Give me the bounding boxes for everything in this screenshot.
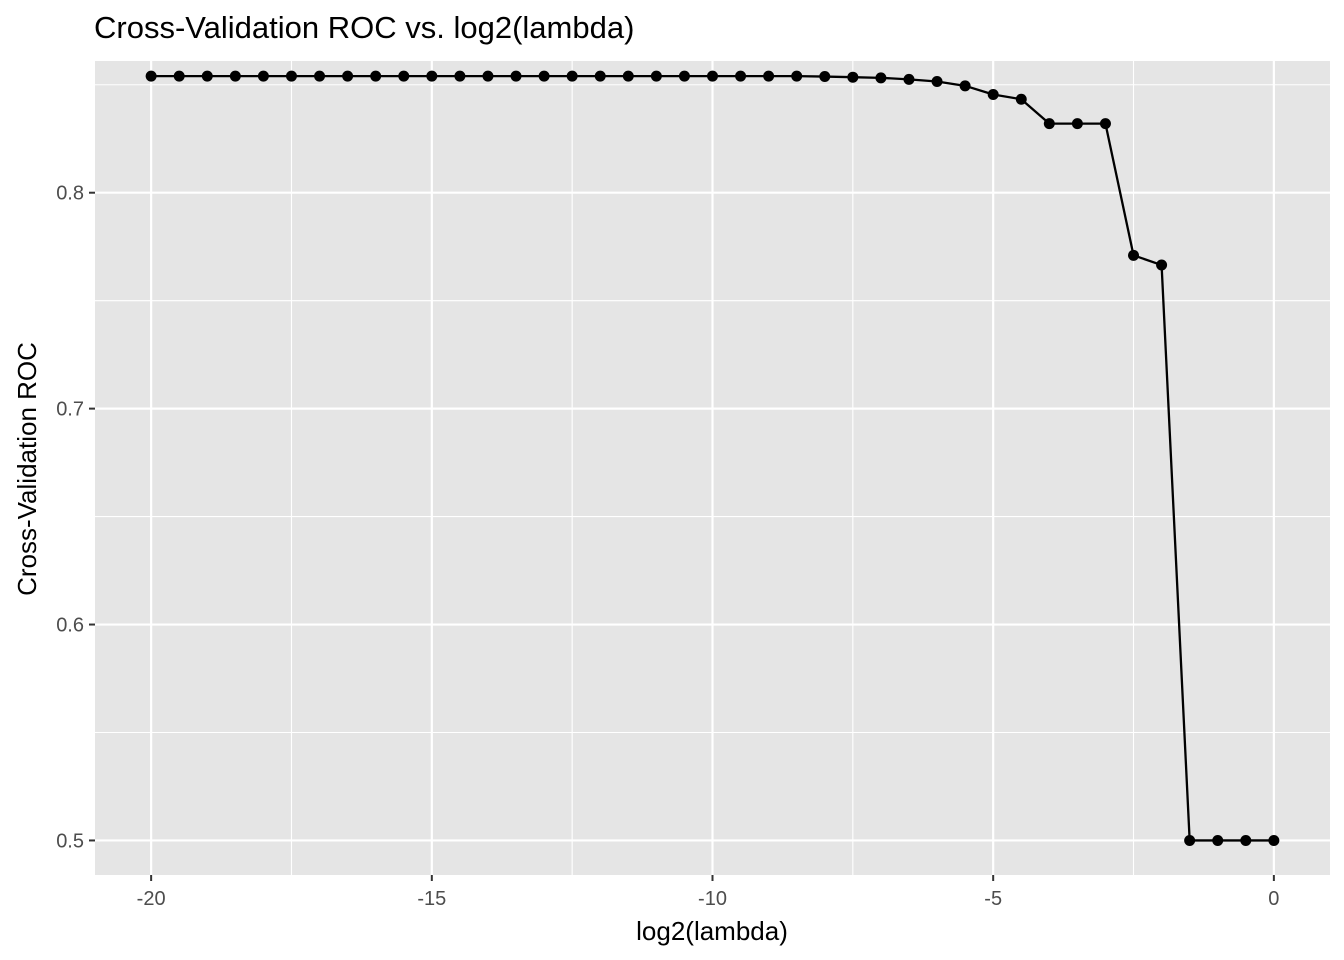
data-point <box>566 70 578 82</box>
data-point <box>510 70 522 82</box>
data-point <box>594 70 606 82</box>
data-point <box>987 88 999 100</box>
data-point <box>314 70 326 82</box>
x-tick-label: 0 <box>1268 888 1279 910</box>
data-point <box>229 70 241 82</box>
data-point <box>931 76 943 88</box>
data-point <box>370 70 382 82</box>
chart-title: Cross-Validation ROC vs. log2(lambda) <box>94 10 634 45</box>
data-point <box>1156 259 1168 271</box>
x-tick-label: -15 <box>417 888 446 910</box>
y-tick-label: 0.6 <box>56 615 84 637</box>
data-point <box>1268 834 1280 846</box>
data-point <box>819 71 831 83</box>
y-tick-label: 0.5 <box>56 830 84 852</box>
data-point <box>257 70 269 82</box>
y-axis-title: Cross-Validation ROC <box>12 342 42 596</box>
x-tick-label: -5 <box>984 888 1002 910</box>
data-point <box>285 70 297 82</box>
data-point <box>650 70 662 82</box>
data-point <box>1043 118 1055 130</box>
x-tick-label: -20 <box>137 888 166 910</box>
data-point <box>791 70 803 82</box>
data-point <box>173 70 185 82</box>
data-point <box>903 73 915 85</box>
data-point <box>707 70 718 82</box>
data-point <box>1015 93 1027 105</box>
data-point <box>875 72 887 84</box>
plot-panel: -20 -15 -10 -5 0 0.5 0.6 0.7 0.8 <box>56 61 1330 910</box>
data-point <box>1212 834 1224 846</box>
data-point <box>201 70 213 82</box>
data-point <box>959 80 971 92</box>
data-point <box>454 70 466 82</box>
data-point <box>426 70 438 82</box>
data-point <box>1240 834 1252 846</box>
data-point <box>538 70 550 82</box>
data-point <box>847 71 859 83</box>
data-point <box>1099 118 1111 130</box>
data-point <box>145 70 157 82</box>
data-point <box>398 70 410 82</box>
data-point <box>1184 834 1196 846</box>
x-axis-title: log2(lambda) <box>636 916 788 946</box>
data-point <box>678 70 690 82</box>
data-point <box>763 70 775 82</box>
x-tick-label: -10 <box>698 888 727 910</box>
data-point <box>1128 249 1140 261</box>
data-point <box>622 70 634 82</box>
data-point <box>735 70 747 82</box>
data-point <box>1071 118 1083 130</box>
y-tick-label: 0.7 <box>56 399 84 421</box>
y-tick-label: 0.8 <box>56 183 84 205</box>
data-point <box>342 70 354 82</box>
data-point <box>482 70 494 82</box>
